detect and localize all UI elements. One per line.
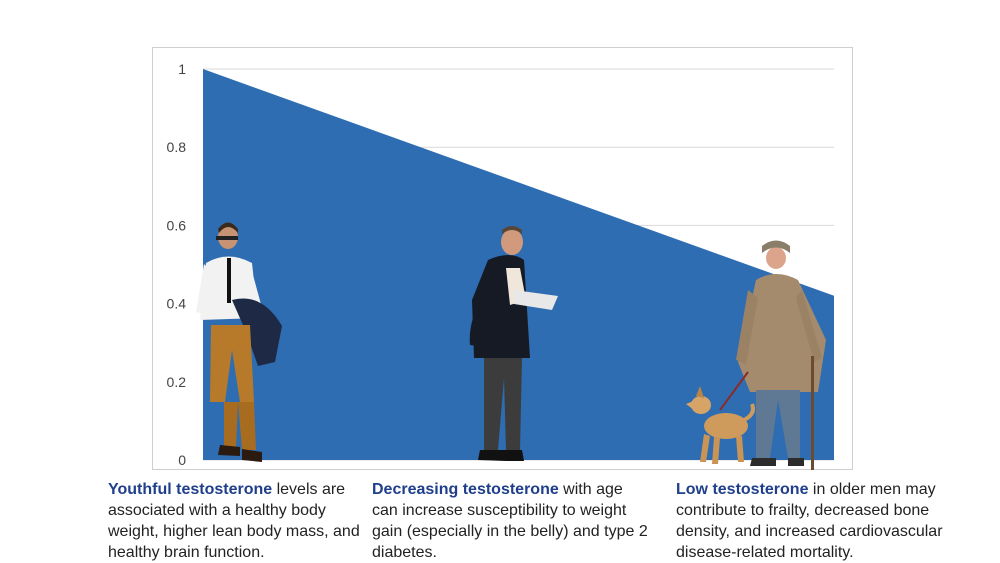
caption-youthful-lead: Youthful testosterone	[108, 481, 273, 498]
dog-figure	[686, 386, 755, 464]
caption-low: Low testosterone in older men may contri…	[676, 479, 966, 563]
y-tick-label: 0.4	[167, 296, 187, 312]
caption-low-text: in older men may contribute to frailty, …	[676, 481, 943, 561]
y-tick-label: 0.2	[167, 374, 187, 390]
middle-man-head	[501, 229, 523, 255]
caption-youthful: Youthful testosterone levels are associa…	[108, 479, 363, 563]
caption-decreasing-text: with age can increase susceptibility to …	[372, 481, 648, 561]
young-man-figure	[196, 222, 282, 462]
newspaper-icon	[514, 290, 558, 310]
dog-leash	[719, 371, 749, 411]
caption-decreasing-lead: Decreasing testosterone	[372, 481, 559, 498]
y-tick-label: 0.6	[167, 217, 187, 233]
elderly-man-head	[766, 247, 786, 269]
walking-cane-icon	[811, 356, 814, 470]
testosterone-decline-chart: 0 0.2 0.4 0.6 0.8 1	[167, 61, 834, 470]
elderly-man-figure	[719, 240, 826, 470]
middle-aged-man-figure	[469, 226, 558, 461]
y-tick-label: 1	[178, 61, 186, 77]
caption-low-lead: Low testosterone	[676, 481, 809, 498]
caption-decreasing: Decreasing testosterone with age can inc…	[372, 479, 652, 563]
y-tick-label: 0.8	[167, 139, 187, 155]
y-tick-label: 0	[178, 452, 186, 468]
chart-frame	[152, 47, 853, 470]
y-axis-ticks: 0 0.2 0.4 0.6 0.8 1	[167, 61, 187, 468]
caption-youthful-text: levels are associated with a healthy bod…	[108, 481, 360, 561]
